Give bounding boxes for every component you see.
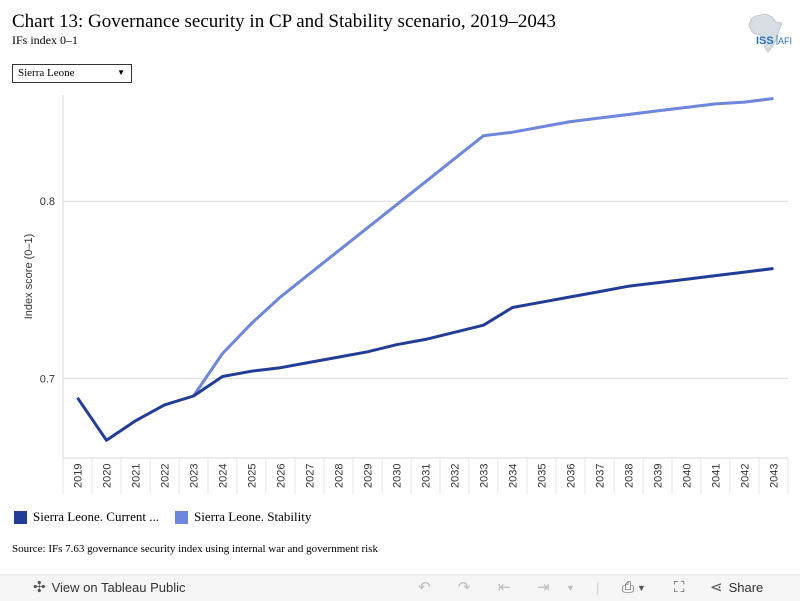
- logo-text: ISS: [756, 35, 774, 47]
- revert-button[interactable]: ⇤: [498, 575, 511, 601]
- x-tick-label: 2042: [740, 464, 752, 488]
- chart-title: Chart 13: Governance security in CP and …: [12, 11, 556, 32]
- x-tick-label: 2023: [189, 464, 201, 488]
- series-line-stability: [192, 97, 774, 397]
- x-tick-label: 2026: [276, 464, 288, 488]
- download-icon: ⎙: [622, 579, 635, 596]
- refresh-icon: ⇥: [537, 579, 550, 596]
- refresh-button[interactable]: ⇥: [537, 575, 550, 601]
- legend-swatch-stability: [175, 510, 188, 524]
- x-tick-label: 2024: [218, 464, 230, 488]
- y-tick-label: 0.7: [40, 373, 55, 385]
- x-tick-label: 2039: [653, 464, 665, 488]
- iss-africa-logo: ISS AFI: [742, 10, 794, 56]
- pause-dropdown-button[interactable]: ▼: [566, 575, 575, 601]
- x-tick-label: 2020: [102, 464, 114, 488]
- legend-label-stability: Sierra Leone. Stability: [194, 509, 312, 524]
- x-tick-label: 2022: [160, 464, 172, 488]
- legend-item-current-path[interactable]: Sierra Leone. Current ...: [14, 509, 159, 525]
- dropdown-selected-value: Sierra Leone: [18, 67, 75, 79]
- share-button[interactable]: ⋖ Share: [710, 575, 763, 601]
- x-tick-label: 2038: [624, 464, 636, 488]
- share-icon: ⋖: [710, 579, 723, 596]
- legend-label-current-path: Sierra Leone. Current ...: [33, 509, 159, 524]
- revert-icon: ⇤: [498, 579, 511, 596]
- legend-item-stability[interactable]: Sierra Leone. Stability: [175, 509, 311, 525]
- x-tick-label: 2021: [131, 464, 143, 488]
- series-line-current-path: [76, 267, 774, 442]
- redo-icon: ↷: [458, 579, 471, 596]
- x-tick-label: 2025: [247, 464, 259, 488]
- x-tick-label: 2040: [682, 464, 694, 488]
- x-tick-label: 2032: [450, 464, 462, 488]
- tableau-logo-icon: ✣: [33, 579, 46, 596]
- x-tick-label: 2019: [73, 464, 85, 488]
- tableau-toolbar: ✣ View on Tableau Public ↶ ↷ ⇤ ⇥ ▼ | ⎙ ▼…: [0, 574, 800, 601]
- x-tick-label: 2035: [537, 464, 549, 488]
- x-tick-label: 2028: [334, 464, 346, 488]
- x-tick-label: 2041: [711, 464, 723, 488]
- chevron-down-icon: ▼: [637, 583, 646, 593]
- view-on-tableau-label: View on Tableau Public: [51, 580, 186, 595]
- x-tick-label: 2034: [508, 464, 520, 488]
- x-tick-label: 2037: [595, 464, 607, 488]
- fullscreen-icon: ⛶: [674, 579, 685, 596]
- fullscreen-button[interactable]: ⛶: [674, 575, 685, 601]
- x-tick-label: 2029: [363, 464, 375, 488]
- chevron-down-icon: ▼: [566, 583, 575, 593]
- x-tick-label: 2033: [479, 464, 491, 488]
- download-button[interactable]: ⎙ ▼: [622, 575, 646, 601]
- view-on-tableau-link[interactable]: ✣ View on Tableau Public: [33, 575, 186, 601]
- redo-button[interactable]: ↷: [458, 575, 471, 601]
- x-tick-label: 2036: [566, 464, 578, 488]
- x-tick-label: 2031: [421, 464, 433, 488]
- country-filter-dropdown[interactable]: Sierra Leone ▼: [12, 64, 132, 83]
- x-tick-label: 2043: [769, 464, 781, 488]
- dropdown-arrow-icon: ▼: [117, 68, 125, 77]
- source-note: Source: IFs 7.63 governance security ind…: [12, 543, 378, 555]
- line-chart: 0.7 0.8 2019 2020 2021 2022 2023 2024 2025 2026 20…: [23, 95, 789, 494]
- y-axis-label: Index score (0–1): [23, 234, 35, 320]
- x-tick-label: 2030: [392, 464, 404, 488]
- share-label: Share: [728, 580, 764, 595]
- undo-icon: ↶: [418, 579, 431, 596]
- undo-button[interactable]: ↶: [418, 575, 431, 601]
- chart-subtitle: IFs index 0–1: [12, 33, 78, 47]
- logo-suffix: AFI: [778, 36, 792, 46]
- y-tick-label: 0.8: [40, 196, 55, 208]
- legend-swatch-current-path: [14, 510, 27, 524]
- x-tick-label: 2027: [305, 464, 317, 488]
- toolbar-divider: |: [596, 580, 600, 595]
